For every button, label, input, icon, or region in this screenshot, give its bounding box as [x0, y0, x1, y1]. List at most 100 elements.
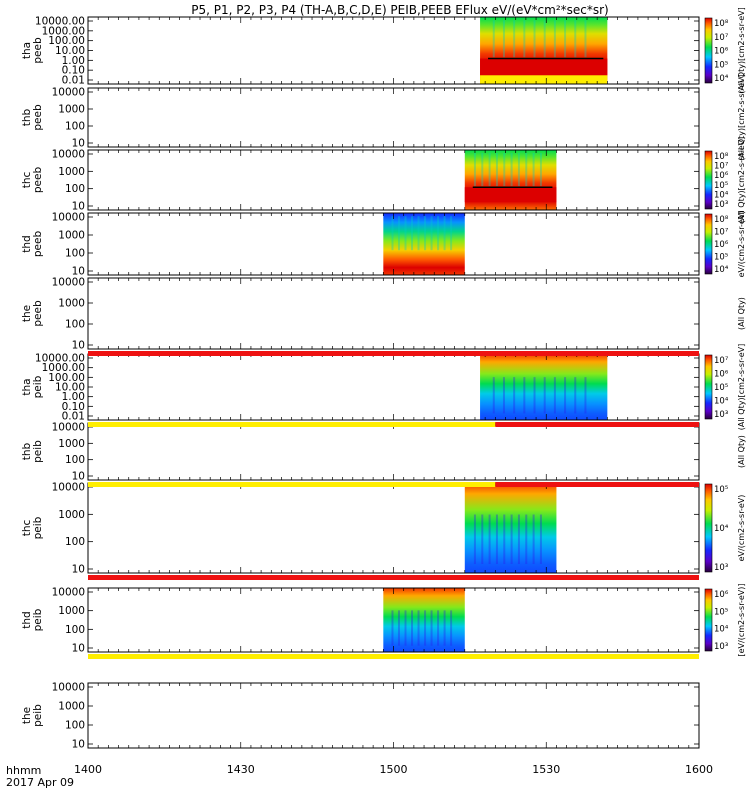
spectrogram-texture — [543, 20, 546, 58]
colorbar-tick-label: 10⁴ — [714, 74, 729, 84]
y-tick-label: 1000 — [58, 298, 85, 310]
spectrogram-texture — [424, 610, 427, 646]
spectrogram-texture — [391, 610, 394, 646]
spectrogram-texture — [553, 377, 556, 414]
y-tick-label: 100 — [65, 454, 85, 466]
spectrogram-texture — [574, 377, 577, 414]
panel-frame — [87, 422, 700, 481]
y-tick-label: 1000 — [58, 605, 85, 617]
spectrogram-texture — [437, 610, 440, 646]
y-tick-label: 10 — [72, 643, 85, 655]
y-tick-label: 100.00 — [48, 35, 85, 47]
colorbar-tick-label: 10⁵ — [714, 383, 728, 393]
spectrogram-texture — [532, 514, 535, 564]
y-tick-label: 0.01 — [62, 75, 85, 87]
x-tick-label: 1600 — [685, 763, 713, 776]
panel-instrument-label: peeb — [32, 104, 44, 131]
panel-instrument-label: peeb — [32, 300, 44, 327]
y-tick-label: 10000 — [52, 682, 85, 694]
spectrogram-texture — [397, 610, 400, 646]
y-tick-label: 1.00 — [62, 55, 85, 67]
spectrogram-texture — [502, 20, 505, 58]
colorbar-label: (All Qty)[cm2-s-sr-eV] — [737, 344, 746, 431]
colorbar-tick-label: 10⁶ — [714, 47, 729, 57]
spectrogram-texture — [481, 514, 484, 564]
spectrogram-texture — [492, 20, 495, 58]
spectrogram-texture — [417, 216, 420, 251]
y-tick-label: 10 — [72, 266, 85, 278]
y-tick-label: 10 — [72, 739, 85, 751]
spectrogram-texture — [391, 216, 394, 251]
y-tick-label: 100 — [65, 121, 85, 133]
y-tick-label: 1000 — [58, 438, 85, 450]
colorbar-tick-label: 10⁵ — [714, 253, 728, 263]
colorbar — [704, 213, 713, 275]
colorbar — [704, 354, 713, 420]
y-tick-label: 0.10 — [62, 401, 85, 413]
spectrogram-texture — [430, 216, 433, 251]
panel-probe-label: thc — [21, 520, 33, 537]
spectrogram-texture — [450, 610, 453, 646]
y-tick-label: 10000 — [52, 87, 85, 99]
panel-group: 10000.001000.00100.0010.001.000.100.01th… — [21, 7, 746, 750]
panel-frame — [87, 87, 700, 148]
spectrogram-texture — [450, 216, 453, 251]
spectrogram-texture — [481, 153, 484, 186]
panel-thd-peeb: 10000 1000 100 10 thd peeb 10⁸ 10⁷ 10⁶ 10⁵ 10⁴ eV/(… — [21, 211, 746, 278]
y-tick-label: 0.01 — [62, 411, 85, 423]
colorbar-tick-label: 10⁴ — [714, 190, 729, 200]
colorbar — [704, 17, 713, 84]
panel-the-peib: 10000 1000 100 10 the peib — [21, 682, 700, 751]
panel-thb-peeb: 10000 1000 100 10 thb peeb (All Qty)[cm2-s-sr-… — [21, 74, 746, 161]
y-tick-label: 100 — [65, 720, 85, 732]
colorbar-tick-label: 10⁴ — [714, 524, 729, 534]
y-tick-label: 10000 — [52, 422, 85, 434]
spectrogram-texture — [564, 20, 567, 58]
spectrogram-texture — [539, 153, 542, 186]
spectrogram-texture — [525, 153, 528, 186]
colorbar-tick-label: 10⁸ — [714, 215, 729, 225]
panel-instrument-label: peib — [32, 440, 44, 463]
spectrogram-texture — [397, 216, 400, 251]
spectrogram-texture — [411, 216, 414, 251]
status-bar-red — [88, 351, 699, 356]
spectrogram-texture — [513, 20, 516, 58]
date-label: 2017 Apr 09 — [6, 776, 74, 789]
y-tick-label: 10 — [72, 471, 85, 483]
panel-probe-label: the — [21, 707, 33, 724]
panel-instrument-label: peeb — [32, 37, 44, 64]
spectrogram-texture — [424, 216, 427, 251]
spectrogram-texture — [488, 153, 491, 186]
spectrogram-texture — [539, 514, 542, 564]
colorbar-tick-label: 10³ — [714, 200, 728, 210]
y-tick-label: 100 — [65, 319, 85, 331]
time-axis: 1400 1430 1500 1530 1600 — [74, 763, 713, 776]
figure-title: P5, P1, P2, P3, P4 (TH-A,B,C,D,E) PEIB,P… — [191, 3, 608, 17]
panel-instrument-label: peib — [32, 375, 44, 398]
spectrogram-texture — [517, 514, 520, 564]
spectrogram-texture — [417, 610, 420, 646]
panel-thd-peib: 10000 1000 100 10 thd peib 10⁶ 10⁵ 10⁴ 10³ [eV/(cm… — [21, 583, 746, 656]
colorbar-tick-label: 10⁷ — [714, 356, 729, 366]
y-tick-label: 1000 — [58, 230, 85, 242]
spectrogram-texture — [553, 20, 556, 58]
low-energy-band — [480, 58, 608, 76]
colorbar-tick-label: 10⁴ — [714, 265, 729, 275]
panel-frame — [87, 682, 700, 749]
spectrogram-block — [464, 483, 557, 573]
spectrogram-texture — [523, 20, 526, 58]
colorbar-tick-label: 10⁴ — [714, 625, 729, 635]
y-tick-label: 10000.00 — [35, 16, 85, 28]
panel-frame — [87, 277, 700, 350]
colorbar-label: eV/(cm2-s-sr-eV) — [737, 495, 746, 562]
colorbar-label: (All Qty)[cm2-s-sr-eV] — [737, 7, 746, 94]
panel-probe-label: tha — [21, 42, 33, 59]
spectrogram-texture — [473, 514, 476, 564]
colorbar-label: (All Qty)[cm2-s-sr-eV] — [737, 137, 746, 224]
spectrogram-block — [383, 588, 465, 652]
colorbar-label: [eV/(cm2-s-sr-eV)] — [737, 583, 746, 656]
spectrogram-texture — [443, 610, 446, 646]
colorbar-tick-label: 10⁴ — [714, 397, 729, 407]
